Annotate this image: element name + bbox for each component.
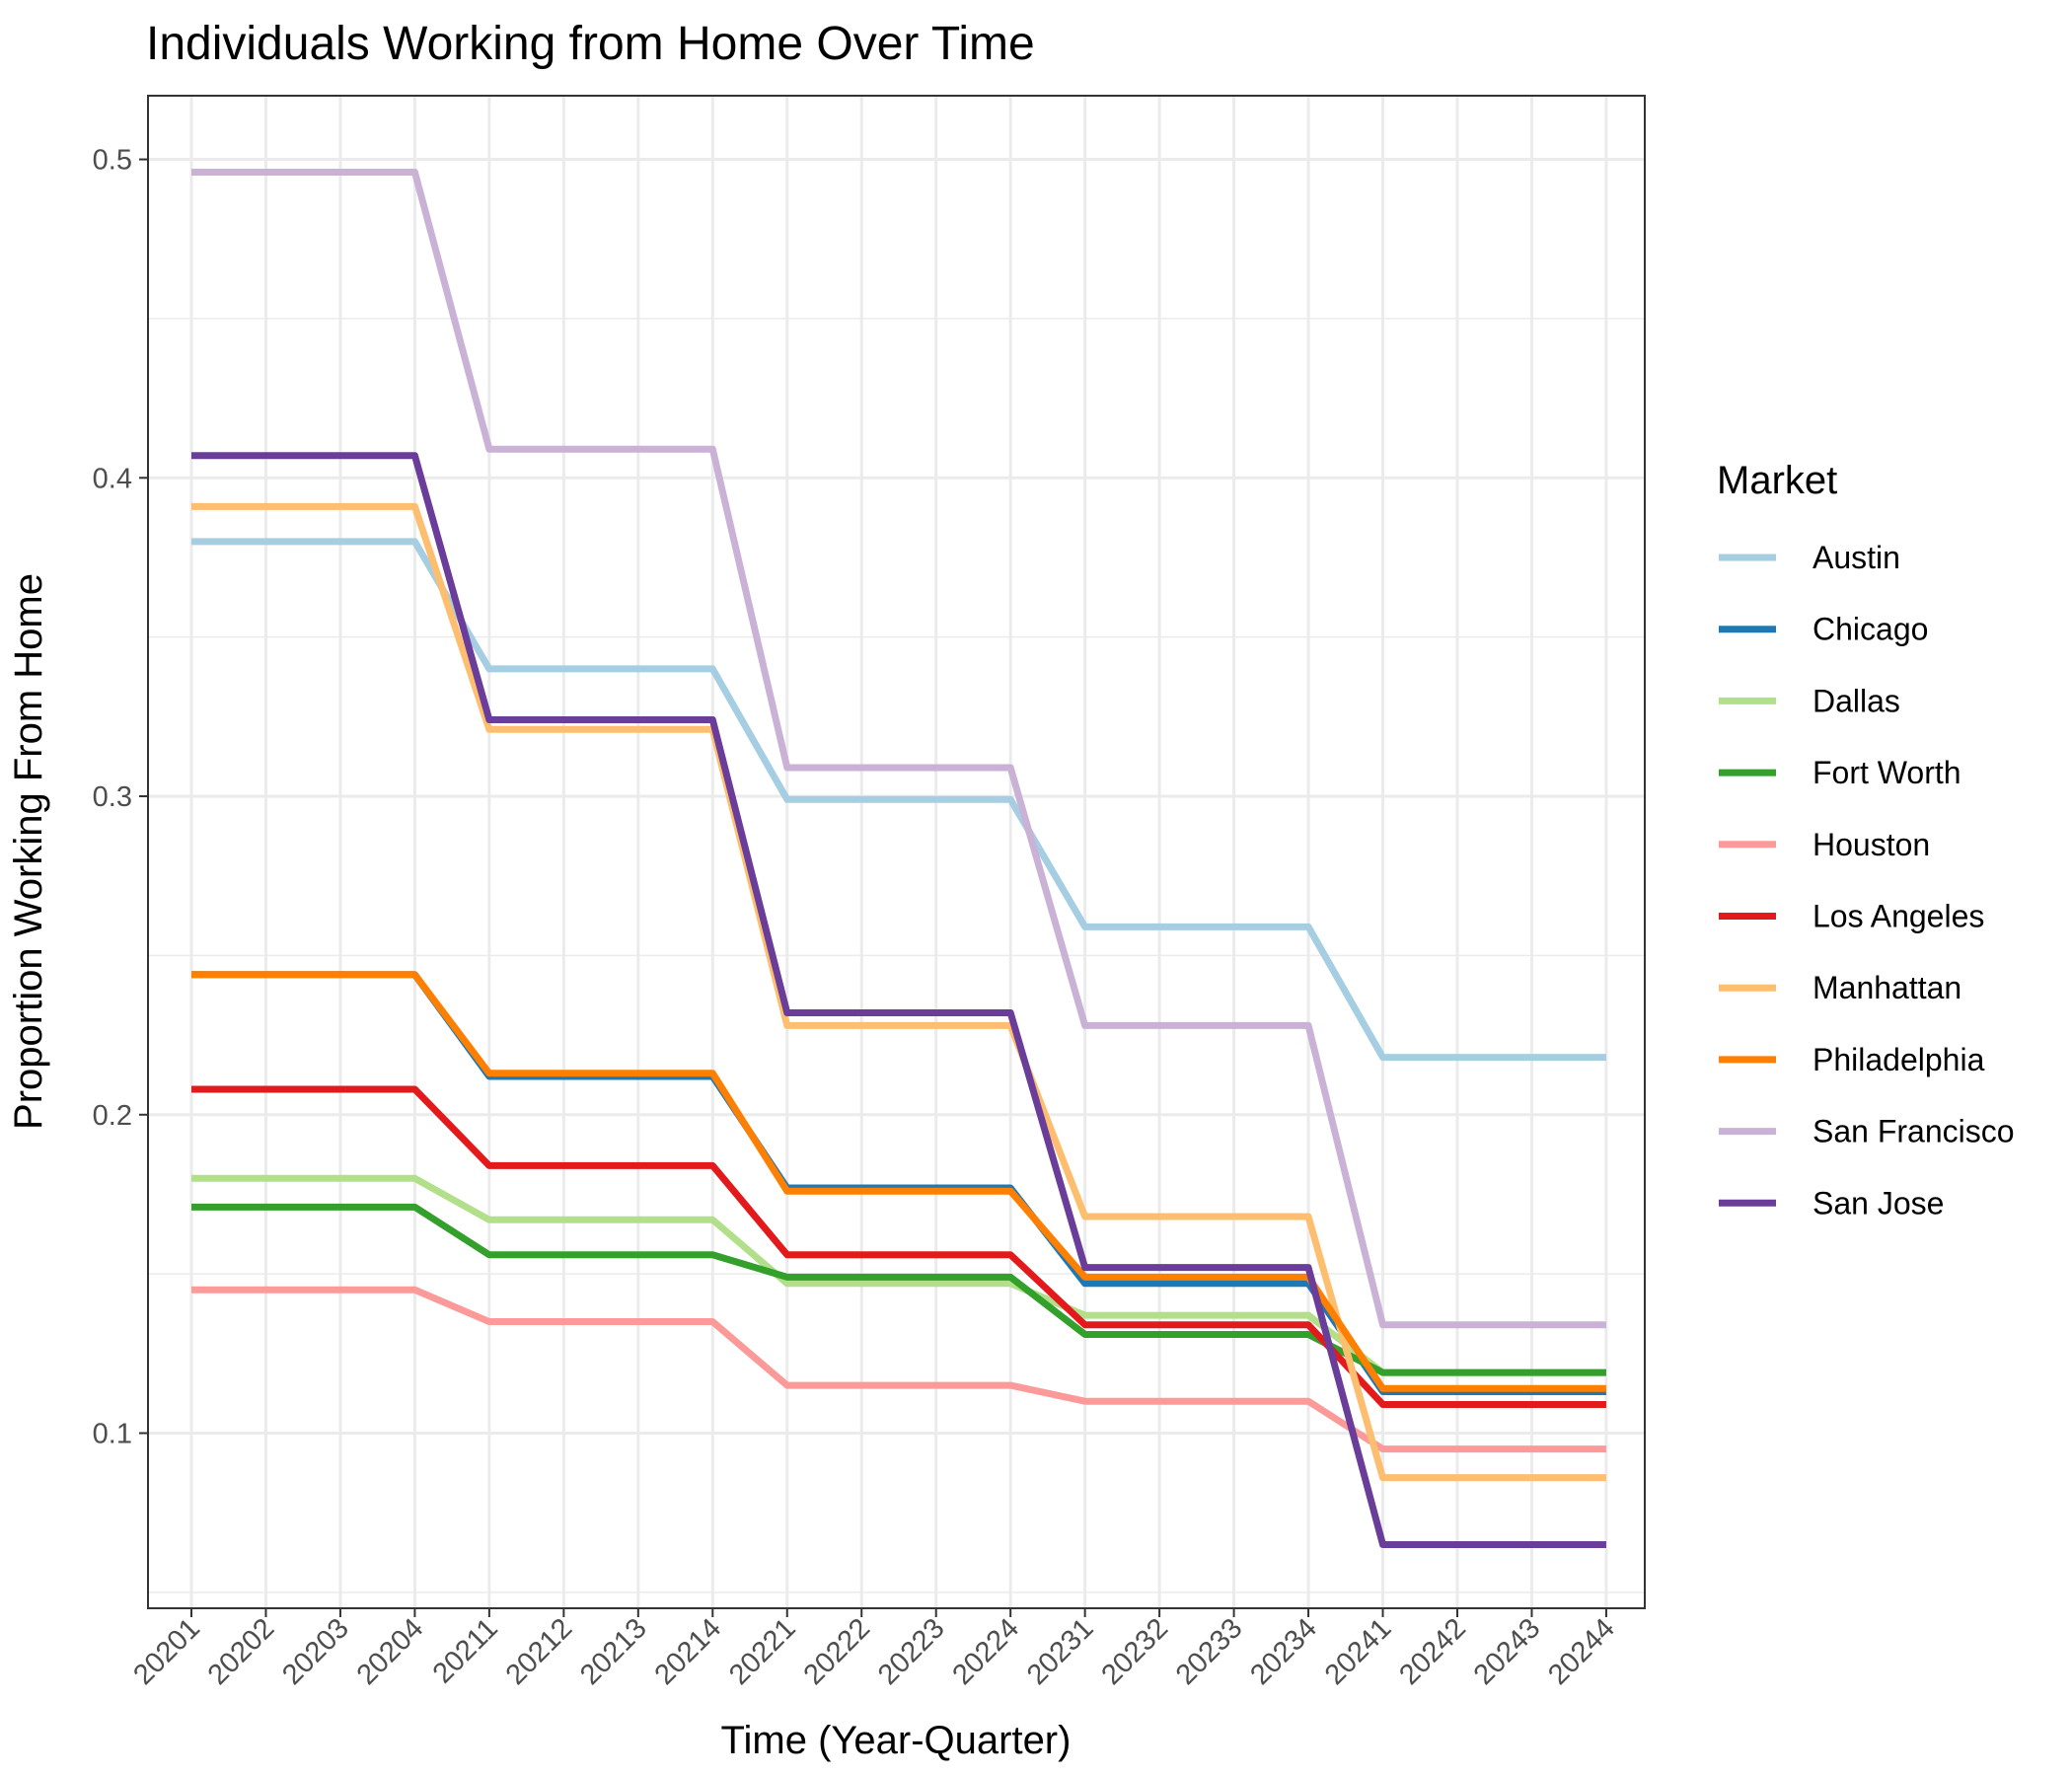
chart-title: Individuals Working from Home Over Time — [146, 18, 1035, 70]
y-tick-label: 0.4 — [93, 463, 132, 494]
y-axis: 0.1 0.2 0.3 0.4 0.5 — [93, 145, 148, 1449]
y-tick-label: 0.2 — [93, 1100, 132, 1132]
legend-label-los-angeles: Los Angeles — [1813, 899, 1984, 934]
series-line-san-francisco — [191, 168, 1606, 1329]
series-line-los-angeles — [191, 1085, 1606, 1408]
legend-label-philadelphia: Philadelphia — [1813, 1042, 1985, 1077]
legend-label-chicago: Chicago — [1813, 612, 1928, 647]
y-tick-label: 0.5 — [93, 145, 132, 177]
legend-label-manhattan: Manhattan — [1813, 970, 1961, 1005]
y-tick-label: 0.1 — [93, 1418, 132, 1449]
y-tick-label: 0.3 — [93, 781, 132, 813]
legend-label-houston: Houston — [1813, 827, 1930, 862]
legend-label-san-francisco: San Francisco — [1813, 1114, 2015, 1149]
y-axis-title: Proportion Working From Home — [7, 573, 50, 1130]
grid — [148, 96, 1645, 1608]
legend-label-fort-worth: Fort Worth — [1813, 755, 1961, 790]
plot-panel-border — [147, 95, 1646, 1609]
series-line-philadelphia — [191, 971, 1606, 1392]
legend: Market Austin Chicago Dallas Fort Worth Hous… — [1717, 459, 2015, 1221]
legend-label-san-jose: San Jose — [1813, 1185, 1944, 1221]
series-lines — [191, 168, 1606, 1548]
series-line-austin — [191, 538, 1606, 1062]
legend-label-austin: Austin — [1813, 540, 1900, 575]
legend-title: Market — [1717, 459, 1837, 502]
series-line-san-jose — [191, 452, 1606, 1548]
series-line-manhattan — [191, 502, 1606, 1482]
legend-label-dallas: Dallas — [1813, 683, 1900, 718]
x-axis-title: Time (Year-Quarter) — [721, 1719, 1072, 1762]
